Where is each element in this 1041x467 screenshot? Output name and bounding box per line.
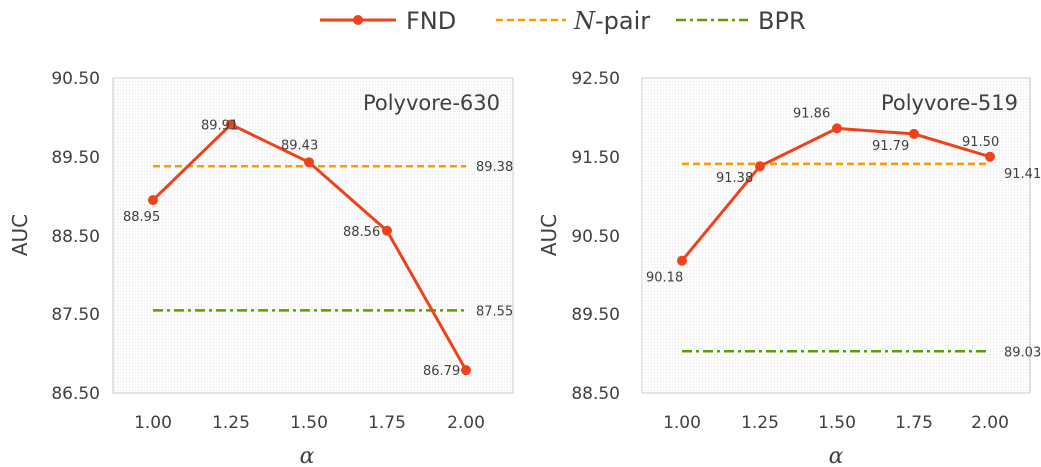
fnd-value-label: 91.86 [793, 106, 830, 121]
legend-bpr-label: BPR [758, 7, 806, 35]
fnd-point [226, 119, 236, 130]
legend-fnd-label: FND [406, 7, 456, 35]
minor-grid [113, 78, 513, 393]
legend-npair-label: N-pair [573, 7, 650, 35]
x-tick-label: 1.25 [212, 413, 250, 433]
fnd-value-label: 88.56 [343, 225, 380, 240]
x-axis-title: α [829, 444, 844, 467]
x-tick-label: 1.75 [895, 413, 933, 433]
npair-value-label: 91.41 [1004, 167, 1041, 182]
series-layer: 91.41 89.03 90.18 91.38 91.86 91.79 91.50 [646, 106, 1041, 360]
y-axis-title: AUC [537, 214, 561, 256]
legend-fnd-marker [353, 15, 363, 25]
fnd-value-label: 91.79 [872, 139, 909, 154]
bpr-value-label: 87.55 [476, 304, 513, 319]
x-tick-label: 1.75 [368, 413, 406, 433]
panel-title: Polyvore-519 [881, 91, 1018, 115]
fnd-value-label: 89.43 [281, 138, 318, 153]
fnd-value-label: 90.18 [646, 271, 683, 286]
fnd-value-label: 86.79 [423, 364, 460, 379]
fnd-value-label: 89.91 [201, 118, 238, 133]
y-tick-label: 90.50 [51, 69, 100, 89]
y-tick-label: 89.50 [51, 148, 100, 168]
y-tick-label: 87.50 [51, 305, 100, 325]
chart-polyvore-519: Polyvore-519 AUC α 92.50 91.50 90.50 89.… [537, 69, 1041, 467]
x-axis-title: α [300, 444, 315, 467]
x-tick-label: 1.50 [290, 413, 328, 433]
fnd-point [909, 128, 919, 139]
fnd-point [148, 195, 158, 206]
y-axis-title: AUC [8, 214, 32, 256]
x-tick-label: 1.50 [818, 413, 856, 433]
fnd-value-label: 91.50 [962, 135, 999, 150]
fnd-value-label: 88.95 [123, 210, 160, 225]
fnd-value-label: 91.38 [716, 171, 753, 186]
x-tick-label: 2.00 [971, 413, 1009, 433]
y-tick-label: 91.50 [571, 148, 620, 168]
fnd-point [677, 255, 687, 266]
legend: FND N-pair BPR [320, 7, 806, 35]
x-tick-label: 2.00 [447, 413, 485, 433]
chart-polyvore-630: Polyvore-630 AUC α 90.50 89.50 88.50 87.… [8, 69, 514, 467]
fnd-point [382, 225, 392, 236]
legend-npair-rest: -pair [595, 7, 650, 35]
y-tick-label: 88.50 [571, 384, 620, 404]
y-tick-label: 92.50 [571, 69, 620, 89]
y-tick-label: 86.50 [51, 384, 100, 404]
panel-title: Polyvore-630 [363, 91, 500, 115]
x-tick-label: 1.00 [134, 413, 172, 433]
x-tick-label: 1.00 [663, 413, 701, 433]
y-tick-label: 89.50 [571, 305, 620, 325]
fnd-point [985, 151, 995, 162]
fnd-point [304, 157, 314, 168]
y-tick-label: 88.50 [51, 227, 100, 247]
fnd-point [755, 161, 765, 172]
fnd-point [832, 123, 842, 134]
legend-npair-italic: N [573, 7, 596, 35]
series-layer: 89.38 87.55 88.95 89.91 89.43 88.56 86.79 [123, 118, 513, 379]
fnd-point [461, 365, 471, 376]
x-tick-label: 1.25 [741, 413, 779, 433]
bpr-value-label: 89.03 [1004, 345, 1041, 360]
npair-value-label: 89.38 [476, 160, 513, 175]
y-tick-label: 90.50 [571, 227, 620, 247]
